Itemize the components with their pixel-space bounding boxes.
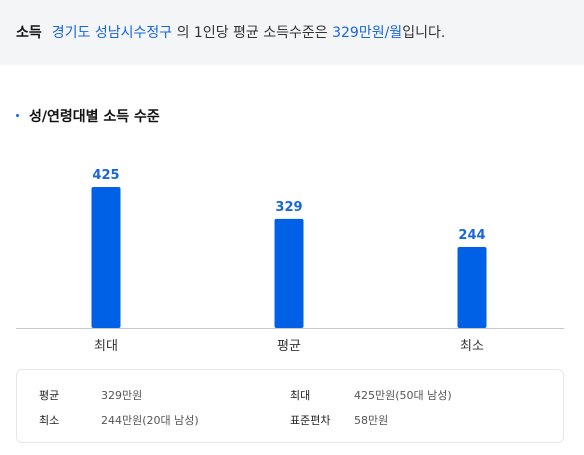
stats-box: 평균 329만원 최대 425만원(50대 남성) 최소 244만원(20대 남…	[16, 369, 564, 443]
stat-average-label: 평균	[39, 389, 60, 402]
stat-stddev: 표준편차 58만원	[290, 412, 388, 428]
stat-min-label: 최소	[39, 414, 60, 427]
income-summary-bar: 소득 경기도 성남시수정구 의 1인당 평균 소득수준은 329만원/월입니다.	[0, 0, 584, 65]
summary-label: 소득	[16, 25, 42, 41]
category-label-1: 평균	[277, 339, 301, 354]
stat-max-label: 최대	[290, 389, 311, 402]
stat-max: 최대 425만원(50대 남성)	[290, 387, 452, 403]
stat-max-value: 425만원(50대 남성)	[354, 389, 452, 402]
stat-average: 평균 329만원	[39, 387, 142, 403]
bar-0	[91, 187, 121, 328]
category-label-2: 최소	[460, 339, 484, 354]
bar-value-label-0: 425	[92, 168, 119, 183]
summary-text-end: 입니다.	[402, 25, 446, 41]
bar-value-label-1: 329	[275, 200, 302, 215]
bar-value-label-2: 244	[458, 228, 485, 243]
stat-min: 최소 244만원(20대 남성)	[39, 412, 199, 428]
bar-2	[457, 247, 487, 328]
income-summary-text: 소득 경기도 성남시수정구 의 1인당 평균 소득수준은 329만원/월입니다.	[16, 22, 445, 42]
stat-min-value: 244만원(20대 남성)	[101, 414, 199, 427]
bar-1	[274, 218, 304, 328]
income-amount: 329만원/월	[332, 25, 403, 41]
bullet-icon	[16, 113, 19, 117]
stat-stddev-value: 58만원	[354, 414, 389, 427]
income-bar-chart: 425 최대 329 평균 244 최소	[16, 168, 564, 354]
stat-average-value: 329만원	[101, 389, 143, 402]
region-link[interactable]: 경기도 성남시수정구	[51, 25, 173, 41]
stat-stddev-label: 표준편차	[290, 414, 331, 427]
category-label-0: 최대	[94, 339, 118, 354]
section-title-text: 성/연령대별 소득 수준	[29, 109, 160, 125]
summary-text-mid: 의 1인당 평균 소득수준은	[172, 25, 333, 41]
section-title: 성/연령대별 소득 수준	[16, 106, 160, 126]
